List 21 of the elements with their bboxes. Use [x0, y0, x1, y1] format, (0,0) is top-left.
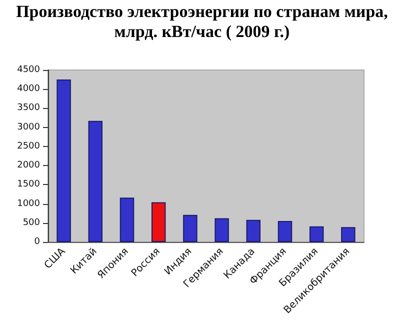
y-tick-label: 2500 [17, 141, 40, 152]
bar [309, 226, 324, 242]
y-tick-label: 4000 [17, 84, 40, 94]
bar [88, 120, 103, 242]
y-tick-label: 2000 [17, 160, 40, 171]
y-tick-label: 4500 [17, 65, 40, 75]
y-tick-label: 0 [34, 237, 40, 247]
bar [120, 198, 134, 242]
y-tick-label: 3500 [17, 103, 40, 114]
bar [214, 218, 229, 242]
bar [56, 80, 71, 242]
bar [278, 220, 292, 242]
bar [246, 220, 261, 242]
bar [183, 214, 198, 242]
y-tick-label: 1500 [17, 180, 40, 190]
y-tick-label: 1000 [17, 198, 40, 209]
y-tick-label: 3000 [17, 122, 40, 132]
y-tick-label: 500 [22, 218, 40, 228]
chart-title: Производство электроэнергии по странам мира, млрд. кВт/час ( 2009 г.) [15, 2, 389, 42]
bar [151, 202, 166, 242]
bar [341, 227, 356, 242]
